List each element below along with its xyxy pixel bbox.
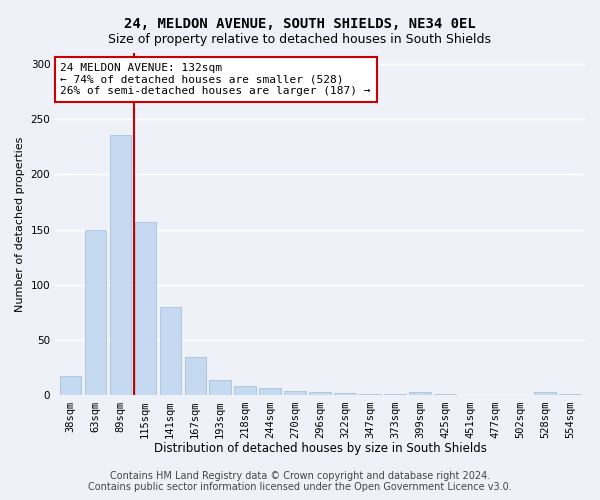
Bar <box>209 380 231 396</box>
Text: 24, MELDON AVENUE, SOUTH SHIELDS, NE34 0EL: 24, MELDON AVENUE, SOUTH SHIELDS, NE34 0… <box>124 18 476 32</box>
Text: Size of property relative to detached houses in South Shields: Size of property relative to detached ho… <box>109 32 491 46</box>
Bar <box>110 136 131 396</box>
Bar <box>385 394 406 396</box>
Bar <box>409 392 431 396</box>
Bar <box>160 307 181 396</box>
Bar <box>535 392 556 396</box>
Bar <box>259 388 281 396</box>
Bar <box>284 391 306 396</box>
Text: Contains HM Land Registry data © Crown copyright and database right 2024.
Contai: Contains HM Land Registry data © Crown c… <box>88 471 512 492</box>
Bar <box>85 230 106 396</box>
Y-axis label: Number of detached properties: Number of detached properties <box>15 136 25 312</box>
Bar <box>334 394 356 396</box>
Bar <box>359 394 380 396</box>
Bar <box>235 386 256 396</box>
Bar <box>59 376 81 396</box>
Bar <box>310 392 331 396</box>
Bar <box>134 222 156 396</box>
Bar <box>185 356 206 396</box>
Bar <box>434 394 455 396</box>
X-axis label: Distribution of detached houses by size in South Shields: Distribution of detached houses by size … <box>154 442 487 455</box>
Bar <box>559 394 581 396</box>
Text: 24 MELDON AVENUE: 132sqm
← 74% of detached houses are smaller (528)
26% of semi-: 24 MELDON AVENUE: 132sqm ← 74% of detach… <box>61 63 371 96</box>
